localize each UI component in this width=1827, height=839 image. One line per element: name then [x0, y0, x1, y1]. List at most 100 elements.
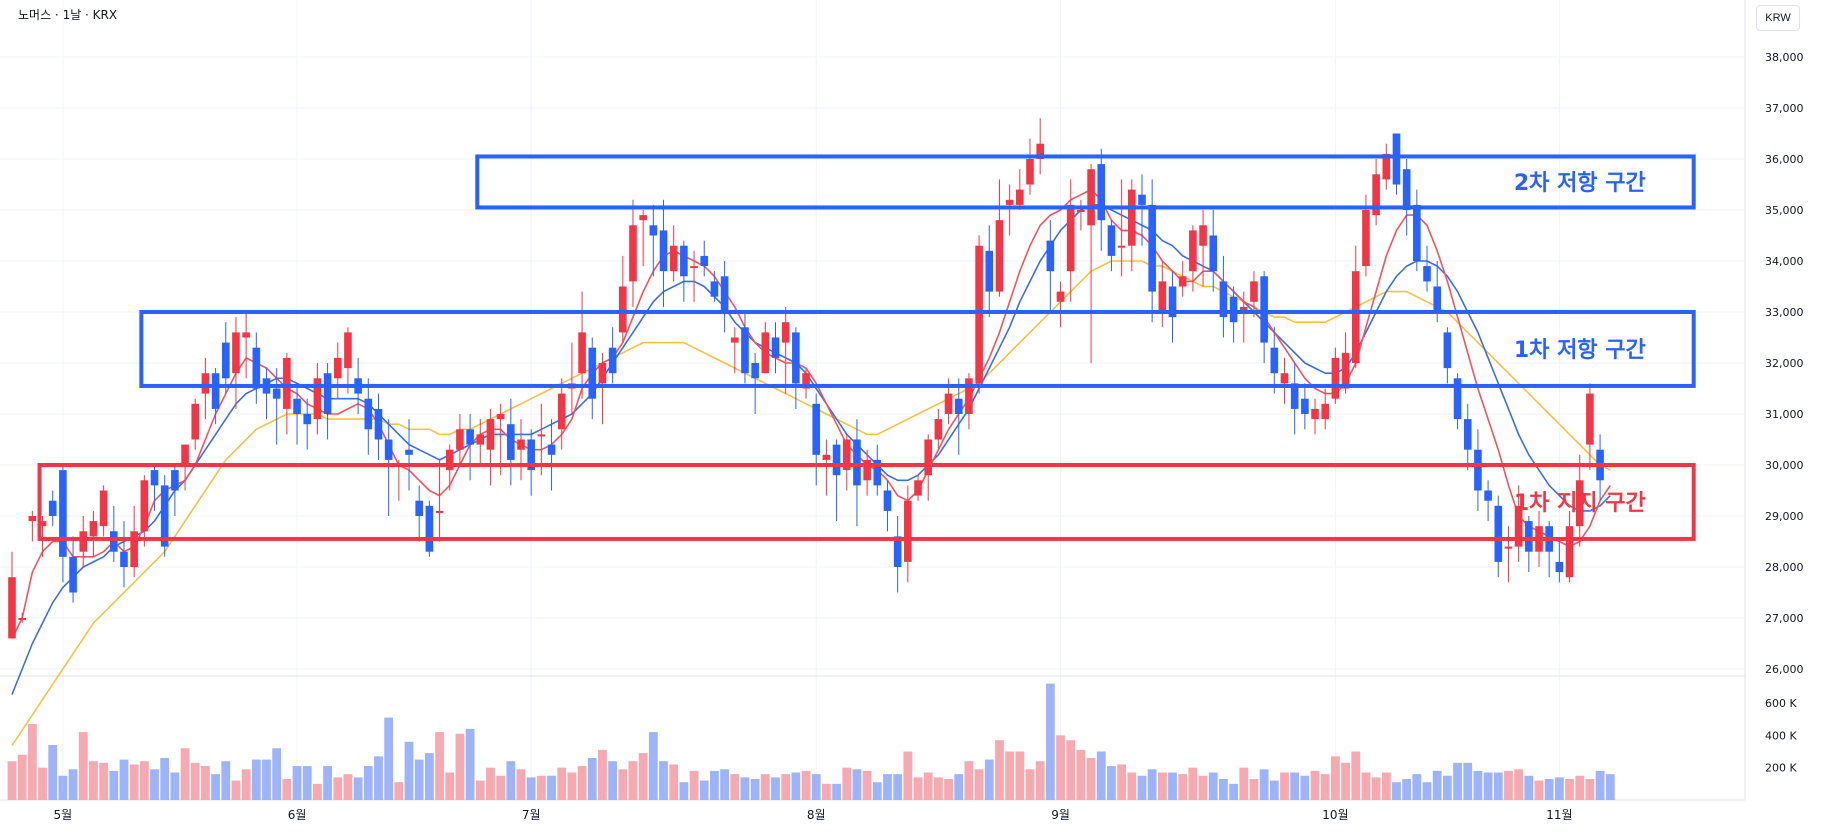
candle-body [934, 419, 943, 440]
volume-bar [1575, 775, 1585, 800]
candle-body [914, 480, 922, 496]
volume-bar [1066, 740, 1076, 800]
candle-body [1178, 276, 1187, 287]
candle-body [802, 373, 810, 389]
candle [38, 516, 47, 557]
volume-bar [1554, 777, 1564, 800]
volume-bar [486, 767, 495, 800]
candle [201, 357, 210, 420]
volume-bar [78, 732, 88, 800]
price-tick-label: 36,000 [1765, 153, 1804, 166]
volume-bar [424, 753, 434, 800]
zone-rect [37, 463, 1696, 541]
volume-bar [119, 759, 129, 800]
candle-body [537, 434, 546, 437]
candle [313, 363, 322, 435]
volume-bar [1239, 767, 1249, 800]
candle-body [1341, 352, 1350, 389]
candle [517, 419, 525, 481]
volume-bar [1422, 782, 1432, 800]
candle-body [741, 327, 749, 374]
candle-body [853, 439, 861, 486]
candle-body [1128, 189, 1136, 246]
moving-averages [11, 188, 1611, 746]
volume-bar [689, 770, 699, 800]
currency-button[interactable]: KRW [1756, 5, 1800, 31]
volume-bar [536, 775, 546, 800]
candle [364, 378, 373, 455]
candle-body [1270, 347, 1279, 374]
candle [1565, 510, 1574, 583]
candle [639, 210, 647, 267]
candle [303, 398, 312, 450]
time-tick-label: 5월 [54, 808, 73, 822]
candle [1107, 220, 1116, 272]
candle-body [1168, 286, 1177, 318]
candle-body [333, 357, 342, 379]
volume-bar [1096, 751, 1106, 800]
volume-bar [781, 774, 791, 800]
candle-body [1046, 240, 1055, 272]
volume-bar [384, 717, 394, 800]
volume-bar [903, 751, 913, 800]
candle-body [1280, 373, 1289, 384]
candle [954, 378, 963, 455]
candle-body [374, 408, 383, 440]
volume-bar [598, 749, 607, 800]
candle-body [792, 332, 800, 384]
volume-bar [292, 766, 302, 800]
volume-bar [516, 769, 526, 800]
zone-box[interactable]: 2차 저항 구간 [475, 154, 1696, 210]
candle [1290, 363, 1299, 435]
candle [965, 373, 973, 430]
candle-body [1260, 276, 1268, 343]
candle [1555, 541, 1564, 583]
volume-bar [913, 777, 923, 800]
candle [1586, 383, 1594, 471]
candle [1453, 373, 1462, 430]
candle-body [1433, 286, 1441, 312]
candle [934, 408, 943, 450]
candle-body [1413, 204, 1421, 261]
candle [1209, 210, 1218, 292]
volume-bar [1392, 782, 1401, 800]
candle-body [1351, 271, 1360, 363]
candle [476, 419, 485, 465]
time-tick-label: 6월 [288, 808, 307, 822]
volume-bar [1453, 762, 1462, 800]
candle [232, 317, 240, 409]
candle-body [313, 378, 322, 420]
candle-body [1117, 245, 1126, 248]
candle [771, 322, 780, 374]
candle-body [1056, 291, 1065, 302]
volume-bar [89, 761, 98, 800]
volume-bar [974, 769, 984, 800]
candle [384, 419, 393, 516]
volume-bar [1331, 756, 1340, 800]
candle-body [160, 485, 169, 547]
volume-bar [893, 774, 903, 800]
candle-body [1372, 174, 1380, 216]
candle-body [822, 454, 831, 460]
volume-tick-label: 600 K [1765, 697, 1797, 710]
volume-bar [201, 766, 210, 800]
candle [720, 261, 729, 333]
candle [415, 485, 423, 542]
candle [1423, 245, 1431, 292]
candle [59, 465, 67, 583]
volume-bar [190, 762, 200, 800]
volume-bar [1117, 764, 1127, 800]
zone-box[interactable]: 1차 저항 구간 [139, 310, 1696, 388]
candle-body [751, 363, 759, 379]
candle [1138, 174, 1146, 246]
zone-box[interactable]: 1차 지지 구간 [37, 463, 1696, 541]
zone-rect [139, 310, 1696, 388]
candle [1066, 179, 1075, 302]
volume-bar [353, 777, 363, 800]
candle [405, 419, 413, 491]
candle-body [405, 449, 413, 455]
candle-body [1087, 169, 1095, 226]
volume-bar [822, 783, 831, 800]
candle-body [842, 439, 851, 471]
